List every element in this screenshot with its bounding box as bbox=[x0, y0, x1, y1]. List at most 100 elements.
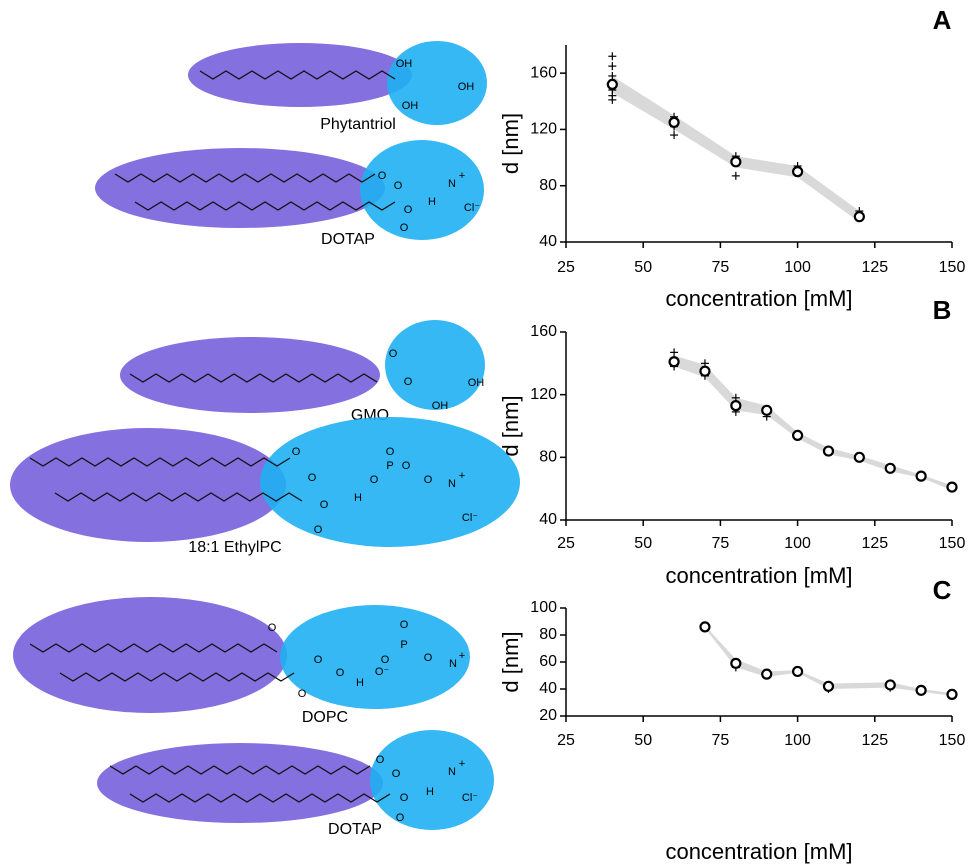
tail-region bbox=[120, 337, 380, 413]
point bbox=[791, 665, 804, 678]
y-tick-label: 60 bbox=[539, 653, 557, 670]
atom-label: OH bbox=[396, 58, 413, 70]
x-tick-label: 50 bbox=[634, 535, 652, 552]
chain bbox=[129, 373, 378, 383]
replicate bbox=[670, 131, 679, 140]
chain bbox=[114, 173, 376, 183]
atom-label: N bbox=[448, 766, 456, 778]
point bbox=[668, 116, 680, 128]
atom-label: O bbox=[320, 499, 329, 511]
point bbox=[915, 684, 927, 696]
tail-region bbox=[97, 743, 383, 823]
y-tick-label: 80 bbox=[539, 177, 557, 194]
x-tick-label: 25 bbox=[557, 732, 575, 749]
point bbox=[791, 429, 804, 441]
y-tick-label: 80 bbox=[539, 449, 557, 466]
x-tick-label: 150 bbox=[939, 535, 966, 552]
tail-region bbox=[95, 148, 385, 228]
atom-label: O bbox=[400, 619, 409, 631]
x-tick-label: 100 bbox=[784, 259, 811, 276]
chain bbox=[59, 672, 295, 682]
replicate bbox=[670, 348, 679, 357]
atom-label: O bbox=[392, 768, 401, 780]
x-tick-label: 100 bbox=[784, 732, 811, 749]
atom-label: O bbox=[268, 622, 277, 634]
x-tick-label: 50 bbox=[634, 259, 652, 276]
molecule-name: DOTAP bbox=[328, 821, 382, 838]
atom-label: H bbox=[428, 196, 436, 208]
tail-region bbox=[13, 597, 287, 713]
atom-label: + bbox=[459, 470, 465, 482]
chain bbox=[109, 765, 371, 775]
atom-label: O bbox=[381, 654, 390, 666]
replicate bbox=[608, 71, 617, 80]
chain bbox=[29, 643, 278, 653]
point bbox=[915, 470, 927, 482]
chain bbox=[199, 70, 396, 80]
y-axis-label: d [nm] bbox=[498, 631, 523, 692]
point bbox=[730, 657, 742, 669]
x-tick-label: 25 bbox=[557, 535, 575, 552]
atom-label: O bbox=[308, 472, 317, 484]
y-tick-label: 160 bbox=[530, 64, 557, 81]
replicate bbox=[608, 62, 617, 71]
atom-label: H bbox=[354, 492, 362, 504]
x-tick-label: 125 bbox=[861, 732, 888, 749]
point bbox=[761, 404, 773, 416]
chain bbox=[54, 492, 303, 502]
panel-label: A bbox=[933, 5, 952, 35]
atom-label: P bbox=[386, 460, 393, 472]
atom-label: OH bbox=[458, 81, 475, 93]
molecule-name: Phytantriol bbox=[320, 116, 396, 133]
x-tick-label: 75 bbox=[712, 732, 730, 749]
replicate bbox=[608, 52, 617, 61]
x-tick-label: 25 bbox=[557, 259, 575, 276]
atom-label: O bbox=[386, 446, 395, 458]
atom-label: Cl⁻ bbox=[462, 512, 478, 524]
atom-label: Cl⁻ bbox=[464, 202, 480, 214]
atom-label: OH bbox=[432, 400, 449, 412]
head-region bbox=[280, 605, 470, 709]
molecule: OH OH OH Phytantriol bbox=[188, 41, 487, 133]
chain bbox=[29, 457, 291, 467]
x-axis-label: concentration [mM] bbox=[665, 286, 852, 311]
y-axis-label: d [nm] bbox=[498, 113, 523, 174]
x-tick-label: 125 bbox=[861, 535, 888, 552]
x-tick-label: 75 bbox=[712, 259, 730, 276]
point bbox=[730, 400, 742, 412]
point bbox=[822, 445, 835, 457]
molecule-name: 18:1 EthylPC bbox=[188, 539, 281, 556]
atom-label: O bbox=[376, 754, 385, 766]
atom-label: O bbox=[402, 460, 411, 472]
x-axis-label: concentration [mM] bbox=[665, 839, 852, 864]
atom-label: + bbox=[459, 170, 465, 182]
atom-label: OH bbox=[468, 377, 485, 389]
y-tick-label: 80 bbox=[539, 626, 557, 643]
atom-label: O bbox=[370, 474, 379, 486]
atom-label: P bbox=[400, 639, 407, 651]
point bbox=[884, 462, 896, 474]
atom-label: O⁻ bbox=[375, 666, 390, 678]
x-tick-label: 75 bbox=[712, 535, 730, 552]
y-tick-label: 120 bbox=[530, 386, 557, 403]
atom-label: N bbox=[448, 178, 456, 190]
atom-label: OH bbox=[402, 100, 419, 112]
atom-label: O bbox=[394, 180, 403, 192]
atom-label: O bbox=[424, 652, 433, 664]
head-region bbox=[360, 140, 484, 240]
x-tick-label: 125 bbox=[861, 259, 888, 276]
tail-region bbox=[188, 43, 412, 107]
atom-label: H bbox=[426, 786, 434, 798]
band bbox=[674, 355, 952, 491]
atom-label: O bbox=[389, 348, 398, 360]
point bbox=[853, 211, 865, 223]
point bbox=[699, 365, 711, 377]
point bbox=[822, 680, 835, 692]
point bbox=[668, 356, 680, 368]
atom-label: O bbox=[400, 792, 409, 804]
atom-label: O bbox=[378, 170, 387, 182]
